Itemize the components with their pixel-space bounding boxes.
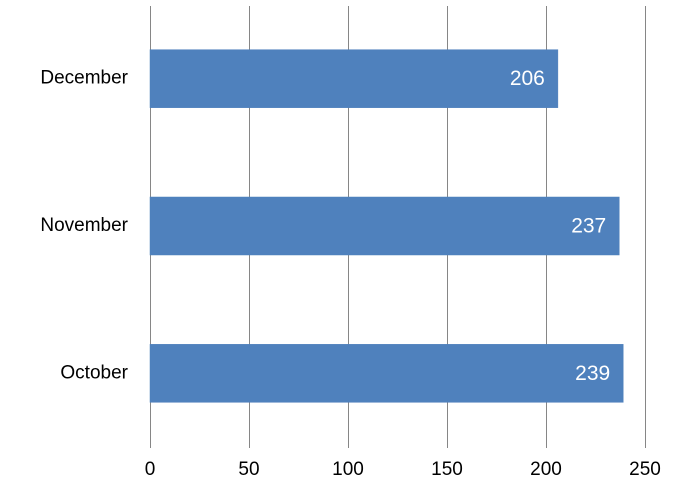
x-tick-label: 50	[238, 459, 259, 480]
data-label: 237	[571, 215, 606, 238]
data-label: 239	[575, 362, 610, 385]
category-label: October	[60, 362, 128, 383]
bars	[149, 49, 624, 403]
bar-october	[149, 344, 624, 403]
labels: 0 50 100 150 200 250 December 206 November 237 Oct…	[40, 67, 661, 480]
bar-november	[149, 196, 620, 256]
bar-december	[149, 49, 559, 108]
x-tick-label: 250	[629, 459, 661, 480]
x-tick-label: 150	[431, 459, 463, 480]
x-tick-label: 100	[332, 459, 364, 480]
category-label: December	[40, 68, 128, 89]
x-tick-label: 200	[530, 459, 562, 480]
data-label: 206	[510, 67, 545, 90]
x-tick-label: 0	[145, 459, 156, 480]
category-label: November	[40, 215, 128, 236]
